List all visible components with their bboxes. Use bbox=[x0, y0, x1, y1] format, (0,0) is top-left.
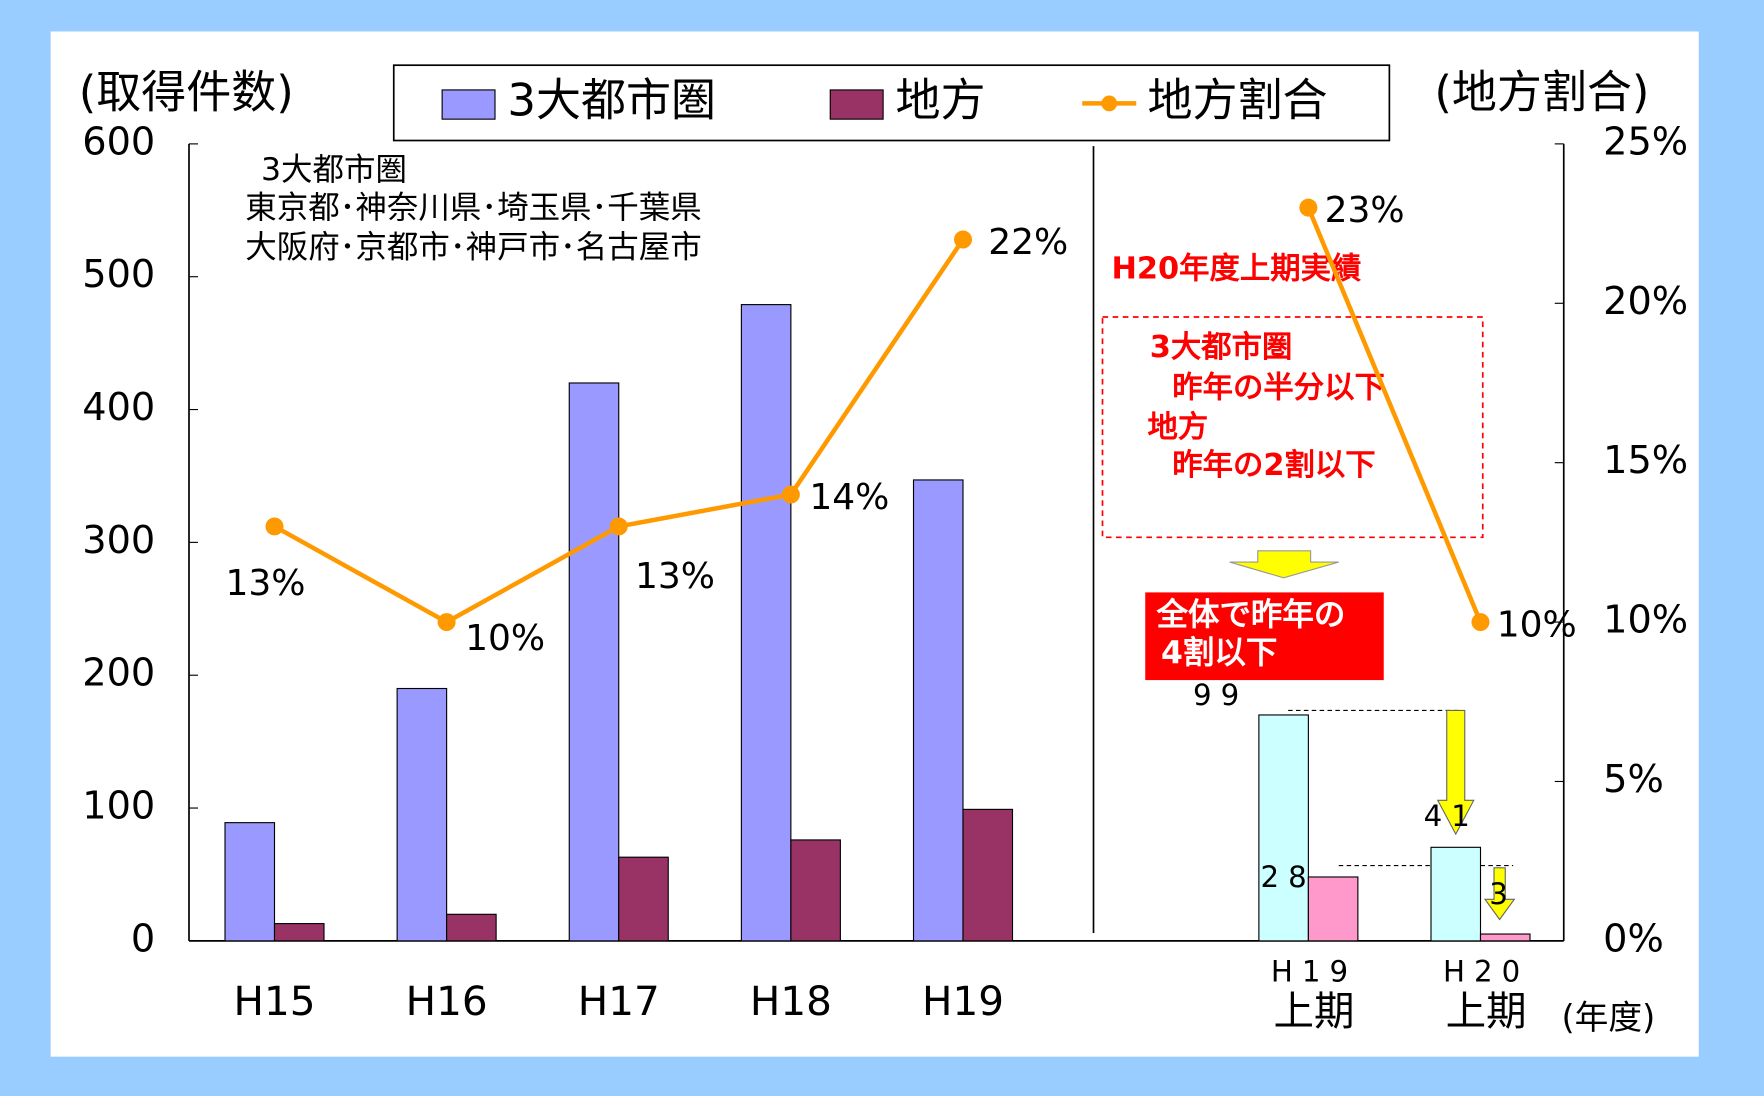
bar bbox=[740, 304, 792, 942]
annotation: 3大都市圏 bbox=[1150, 329, 1293, 365]
y-tick-label: 200 bbox=[82, 652, 155, 696]
y-tick-label: 500 bbox=[82, 253, 155, 297]
arrow bbox=[1229, 550, 1339, 579]
y2-tick-label: 15% bbox=[1603, 439, 1688, 483]
data-label: 10% bbox=[465, 618, 545, 659]
x-axis-label: (年度) bbox=[1562, 998, 1656, 1037]
legend-swatch bbox=[441, 89, 496, 120]
x-tick-label: H15 bbox=[234, 977, 316, 1025]
data-label: 10% bbox=[1497, 605, 1577, 646]
legend-swatch bbox=[829, 89, 884, 120]
callout: 4割以下 bbox=[1161, 635, 1277, 671]
x-tick-label: 上期 bbox=[1274, 987, 1355, 1035]
data-label: 22% bbox=[988, 222, 1068, 263]
x-tick-label: H17 bbox=[578, 977, 660, 1025]
bar bbox=[446, 913, 497, 942]
bar bbox=[1430, 846, 1482, 942]
y2-tick-label: 5% bbox=[1603, 758, 1664, 802]
annotation: 地方 bbox=[1148, 409, 1209, 445]
y-tick-label: 600 bbox=[82, 120, 155, 164]
line-marker bbox=[1471, 613, 1490, 632]
y-tick-label: 300 bbox=[82, 519, 155, 563]
data-label: 99 bbox=[1193, 678, 1248, 712]
y2-tick-label: 0% bbox=[1603, 917, 1664, 961]
y2-tick-label: 10% bbox=[1603, 599, 1688, 643]
bar bbox=[1307, 876, 1359, 942]
y-axis-label: (取得件数) bbox=[79, 66, 294, 119]
y-tick-label: 100 bbox=[82, 785, 155, 829]
line-marker bbox=[954, 230, 972, 249]
y-tick-label: 400 bbox=[82, 386, 155, 430]
legend-label: 地方割合 bbox=[1148, 73, 1328, 126]
note: 3大都市圏 bbox=[261, 152, 407, 188]
bar bbox=[912, 479, 964, 942]
bar bbox=[962, 808, 1014, 942]
bar bbox=[224, 822, 276, 942]
data-label: 13% bbox=[635, 556, 715, 597]
annotation: 昨年の半分以下 bbox=[1172, 370, 1385, 405]
annotation-box bbox=[1101, 316, 1484, 539]
bar bbox=[273, 923, 325, 942]
x-tick-label: H20 bbox=[1443, 954, 1529, 988]
y-tick-label: 0 bbox=[131, 917, 155, 961]
legend-marker bbox=[1101, 95, 1118, 112]
arrow bbox=[1483, 867, 1516, 921]
legend-label: 3大都市圏 bbox=[507, 73, 716, 126]
callout-box bbox=[1145, 592, 1384, 681]
bar bbox=[790, 839, 841, 942]
legend-label: 地方 bbox=[896, 73, 986, 126]
callout: 全体で昨年の bbox=[1155, 596, 1345, 633]
data-label: 14% bbox=[809, 477, 889, 518]
line-marker bbox=[609, 517, 628, 536]
bar bbox=[618, 856, 669, 942]
y2-tick-label: 25% bbox=[1603, 120, 1688, 164]
line-marker bbox=[1299, 198, 1318, 217]
x-tick-label: 上期 bbox=[1446, 987, 1527, 1035]
x-tick-label: H19 bbox=[922, 977, 1004, 1025]
data-label: 23% bbox=[1325, 190, 1405, 231]
bar bbox=[396, 687, 448, 942]
bar bbox=[568, 382, 620, 942]
note: 大阪府･京都市･神戸市･名古屋市 bbox=[245, 229, 701, 265]
bar bbox=[1258, 714, 1309, 942]
data-label: 3 bbox=[1489, 877, 1517, 911]
bar bbox=[1479, 933, 1531, 942]
line-marker bbox=[265, 517, 284, 536]
legend-box bbox=[392, 64, 1391, 142]
x-tick-label: H18 bbox=[750, 977, 832, 1025]
arrow bbox=[1436, 709, 1475, 836]
note: 東京都･神奈川県･埼玉県･千葉県 bbox=[245, 190, 701, 226]
panel bbox=[50, 31, 1699, 1057]
y2-axis-label: (地方割合) bbox=[1434, 66, 1649, 119]
annotation: 昨年の2割以下 bbox=[1172, 448, 1375, 483]
line-marker bbox=[437, 613, 456, 632]
data-label: 28 bbox=[1261, 860, 1316, 894]
line bbox=[1306, 206, 1483, 623]
x-tick-label: H16 bbox=[406, 977, 488, 1025]
data-label: 41 bbox=[1424, 799, 1479, 833]
x-tick-label: H19 bbox=[1271, 954, 1357, 988]
y2-tick-label: 20% bbox=[1603, 280, 1688, 324]
data-label: 13% bbox=[226, 563, 306, 604]
annotation: H20年度上期実績 bbox=[1112, 251, 1363, 286]
line-marker bbox=[781, 485, 800, 504]
